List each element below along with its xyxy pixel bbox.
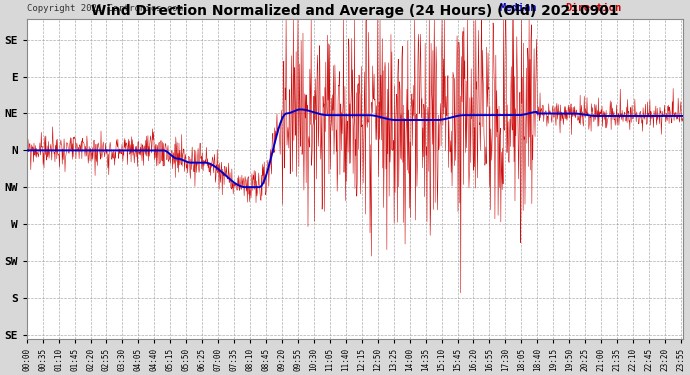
Text: Direction: Direction <box>565 3 621 13</box>
Text: Copyright 2021 Cartronics.com: Copyright 2021 Cartronics.com <box>27 4 183 13</box>
Text: Median: Median <box>500 3 537 13</box>
Title: Wind Direction Normalized and Average (24 Hours) (Old) 20210901: Wind Direction Normalized and Average (2… <box>91 4 619 18</box>
